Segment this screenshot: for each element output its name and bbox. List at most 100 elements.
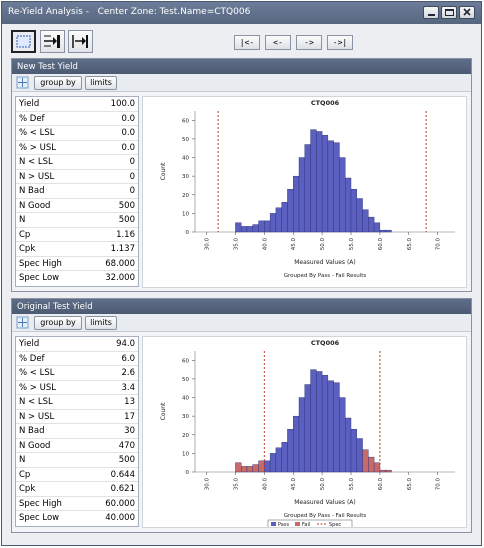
histogram-bar-pass [356,198,363,233]
zoom-crosshair-icon[interactable] [16,316,29,329]
x-tick-label: 40.0 [262,478,268,491]
stat-value: 1.16 [116,229,135,240]
stat-label: % > USL [19,382,56,393]
stat-value: 500 [118,455,135,465]
histogram-bar-pass [350,188,357,233]
x-tick-label: 65.0 [407,478,413,491]
histogram-bar-pass [264,220,271,233]
stat-row: Yield 94.0 [16,337,138,352]
move-limits-tool[interactable] [40,30,65,53]
stat-label: N < LSL [19,157,53,167]
stat-row: Cpk 1.137 [16,242,138,257]
histogram-bar-fail [368,456,375,473]
stat-row: N > USL 17 [16,410,138,424]
histogram-bar-pass [281,202,288,233]
stat-value: 30 [124,426,135,436]
stat-value: 68.000 [105,258,135,269]
histogram-bar-pass [258,220,265,233]
histogram-bar-fail [373,462,381,473]
stat-label: N [19,215,26,225]
x-tick-label: 50.0 [320,238,326,251]
stat-value: 0.644 [110,469,135,480]
limits-button[interactable]: limits [85,316,117,330]
stats-table: Yield 100.0 % Def 0.0 % < LSL 0.0 % > USL 0.0 N … [15,96,139,287]
histogram-bar-fail [235,462,242,473]
legend-label-pass: Pass [278,522,289,527]
histogram-bar-pass [246,226,253,233]
nav-first-button[interactable]: |<- [234,35,260,50]
close-icon [463,8,471,16]
stat-label: % > USL [19,142,56,153]
maximize-button[interactable] [441,6,457,19]
zoom-crosshair-icon[interactable] [16,76,29,89]
y-tick-label: 50 [182,377,189,383]
stat-value: 0.0 [121,142,135,153]
group-by-button[interactable]: group by [34,316,82,330]
stat-row: % Def 0.0 [16,112,138,126]
stat-row: % > USL 3.4 [16,381,138,395]
panel-title: New Test Yield [12,59,471,74]
close-button[interactable] [459,6,475,19]
stat-label: % Def [19,353,45,364]
stat-label: N Good [19,200,51,211]
histogram-bar-pass [264,460,271,473]
histogram-bar-pass [269,453,277,473]
stat-row: Cp 0.644 [16,468,138,482]
histogram-bar-pass [362,209,369,233]
stat-label: Spec High [19,498,62,509]
x-axis-label: Measured Values (A) [294,259,356,266]
histogram-chart-box: CTQ006 0 10 20 30 40 50 60 Count 30.0 35.0 40.0 45.0… [142,336,467,529]
minimize-button[interactable] [423,6,439,19]
histogram-bar-pass [293,415,300,473]
stat-row: N > USL 0 [16,170,138,184]
shift-limit-tool[interactable] [68,30,93,53]
histogram-bar-pass [333,142,340,233]
minimize-icon [428,14,435,16]
stat-row: N Bad 0 [16,184,138,199]
shift-limit-icon [72,35,88,48]
stat-value: 500 [118,200,135,211]
y-axis-label: Count [160,162,167,180]
histogram-bar-pass [298,397,305,473]
histogram-bar-pass [275,447,282,473]
y-tick-label: 50 [182,137,189,143]
histogram-bar-pass [269,213,277,233]
stat-label: N Bad [19,426,45,436]
nav-last-button[interactable]: ->| [327,35,353,50]
histogram-bar-pass [281,442,288,473]
x-tick-label: 35.0 [233,238,239,251]
x-tick-label: 55.0 [349,478,355,491]
histogram-bar-pass [241,226,248,233]
histogram-bar-pass [316,131,323,233]
stat-label: Cpk [19,244,36,254]
limits-button[interactable]: limits [85,76,117,90]
stats-table: Yield 94.0 % Def 6.0 % < LSL 2.6 % > USL 3.4 N <… [15,336,139,527]
stat-label: N < LSL [19,397,53,407]
stat-row: Spec Low 40.000 [16,511,138,526]
x-tick-label: 50.0 [320,478,326,491]
histogram-bar-pass [333,382,340,473]
x-tick-label: 60.0 [378,238,384,251]
histogram-bar-pass [252,224,259,233]
histogram-bar-pass [373,222,381,233]
stat-row: % < LSL 0.0 [16,126,138,141]
nav-prev-button[interactable]: <- [265,35,291,50]
y-axis-label: Count [160,402,167,420]
nav-next-button[interactable]: -> [296,35,322,50]
y-tick-label: 0 [186,470,190,476]
new-test-yield-panel: New Test Yield group by limits Yield 100.… [11,58,472,292]
select-rect-tool[interactable] [11,30,36,53]
panel-title: Original Test Yield [12,299,471,314]
group-by-button[interactable]: group by [34,76,82,90]
stat-value: 60.000 [105,498,135,509]
chart-footer: Grouped By Pass - Fail Results [284,513,367,519]
move-limits-icon [44,35,60,48]
histogram-chart: CTQ006 0 10 20 30 40 50 60 Count 30.0 35.0 40.0 45.0… [160,99,455,279]
chart-footer: Grouped By Pass - Fail Results [284,273,367,279]
window-title: Re-Yield Analysis - Center Zone: Test.Na… [8,7,251,17]
stat-label: % < LSL [19,128,55,138]
stat-label: Yield [19,339,40,349]
title-bar[interactable]: Re-Yield Analysis - Center Zone: Test.Na… [2,2,481,24]
stat-label: N [19,455,26,465]
